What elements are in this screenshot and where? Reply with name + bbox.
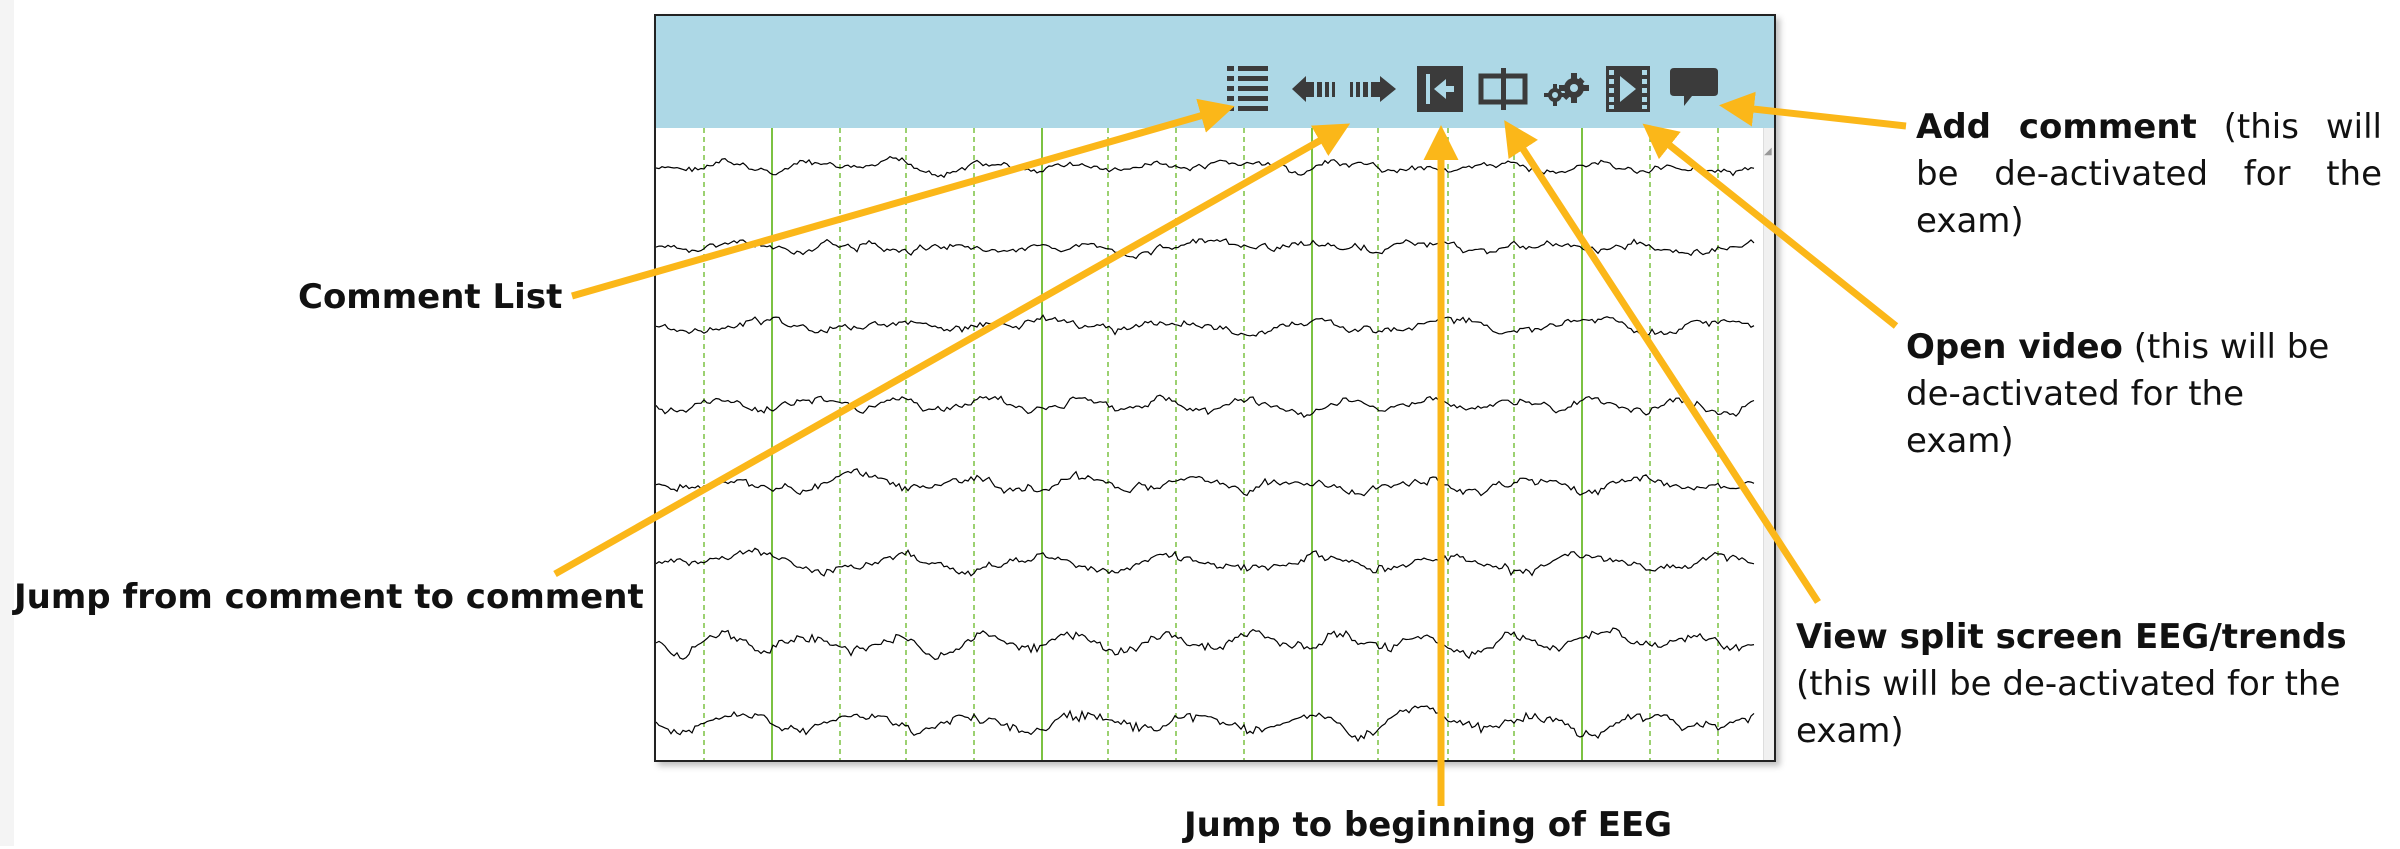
eeg-channel-trace [656,547,1755,577]
gears-icon [1544,73,1589,106]
label-comment-list: Comment List [298,274,562,321]
settings-button[interactable] [1542,64,1590,116]
speech-bubble-icon [1670,68,1718,106]
scroll-up-arrow-icon[interactable]: ◢ [1764,146,1772,157]
left-edge-strip [0,0,14,846]
jump-to-start-icon [1417,66,1463,112]
next-comment-button[interactable] [1346,64,1398,116]
label-split-screen-note: (this will be de-activated for the exam) [1796,664,2341,751]
film-play-icon [1606,66,1650,112]
eeg-channel-trace [656,314,1755,337]
arrow-right-icon [1350,76,1396,102]
eeg-toolbar [656,16,1774,128]
jump-to-beginning-button[interactable] [1416,64,1464,116]
label-split-screen: View split screen EEG/trends (this will … [1796,614,2396,755]
split-screen-button[interactable] [1478,64,1528,116]
open-video-button[interactable] [1604,64,1652,116]
label-open-video-note: (this will be de-activated for the exam) [1906,327,2330,461]
list-icon [1227,66,1268,111]
label-open-video-title: Open video [1906,327,2123,367]
label-add-comment: Add comment (this will be de-activated f… [1916,104,2382,245]
label-comment-list-text: Comment List [298,277,563,317]
label-jump-beginning-text: Jump to beginning of EEG [1184,805,1673,845]
eeg-viewer-window: ◢ [654,14,1776,762]
eeg-channel-trace [656,468,1755,497]
add-comment-button[interactable] [1668,64,1720,116]
label-split-screen-title: View split screen EEG/trends [1796,617,2347,657]
comment-list-button[interactable] [1225,64,1273,116]
eeg-channel-trace [656,155,1755,179]
label-jump-beginning: Jump to beginning of EEG [1184,802,1672,849]
arrow-left-icon [1292,76,1335,102]
label-open-video: Open video (this will be de-activated fo… [1906,324,2346,465]
split-screen-icon [1478,68,1528,110]
eeg-traces-area[interactable] [656,128,1766,762]
vertical-scrollbar[interactable] [1763,128,1774,760]
eeg-channel-trace [656,238,1755,260]
label-add-comment-note: (this will be de-activated for the exam) [1916,107,2382,241]
eeg-channel-trace [656,705,1755,743]
label-jump-comment-text: Jump from comment to comment [14,577,644,617]
label-add-comment-title: Add comment [1916,107,2197,147]
eeg-channel-trace [656,394,1755,419]
previous-comment-button[interactable] [1290,64,1340,116]
label-jump-comment: Jump from comment to comment [14,574,644,621]
eeg-channel-trace [656,627,1755,661]
